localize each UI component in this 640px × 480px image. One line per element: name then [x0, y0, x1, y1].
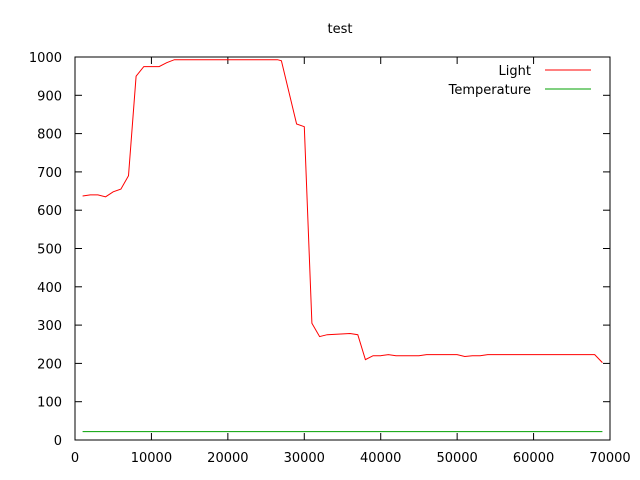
y-tick-label: 800	[37, 128, 62, 143]
x-tick-label: 70000	[589, 451, 630, 466]
y-tick-label: 400	[37, 281, 62, 296]
y-tick-label: 600	[37, 204, 62, 219]
y-tick-label: 1000	[29, 51, 62, 66]
y-tick-label: 200	[37, 357, 62, 372]
x-tick-label: 20000	[207, 451, 248, 466]
x-tick-label: 40000	[360, 451, 401, 466]
x-tick-label: 30000	[284, 451, 325, 466]
legend-label-temperature: Temperature	[448, 83, 531, 98]
y-tick-label: 100	[37, 396, 62, 411]
x-axis: 0 10000 20000 30000 40000 50000 60000 70000	[71, 57, 631, 466]
x-tick-label: 60000	[513, 451, 554, 466]
legend-label-light: Light	[499, 64, 531, 79]
y-tick-label: 700	[37, 166, 62, 181]
y-tick-label: 500	[37, 243, 62, 258]
series-line-light	[82, 59, 603, 363]
plot-frame	[74, 56, 611, 441]
y-tick-label: 0	[54, 434, 62, 449]
y-tick-label: 900	[37, 89, 62, 104]
x-tick-label: 0	[71, 451, 79, 466]
legend: Light Temperature	[448, 64, 591, 98]
y-tick-label: 300	[37, 319, 62, 334]
y-axis: 0 100 200 300 400 500 600 700 800 900 1000	[29, 51, 610, 449]
x-tick-label: 50000	[436, 451, 477, 466]
chart-title: test	[328, 22, 353, 37]
x-tick-label: 10000	[131, 451, 172, 466]
plot-series	[82, 59, 603, 433]
